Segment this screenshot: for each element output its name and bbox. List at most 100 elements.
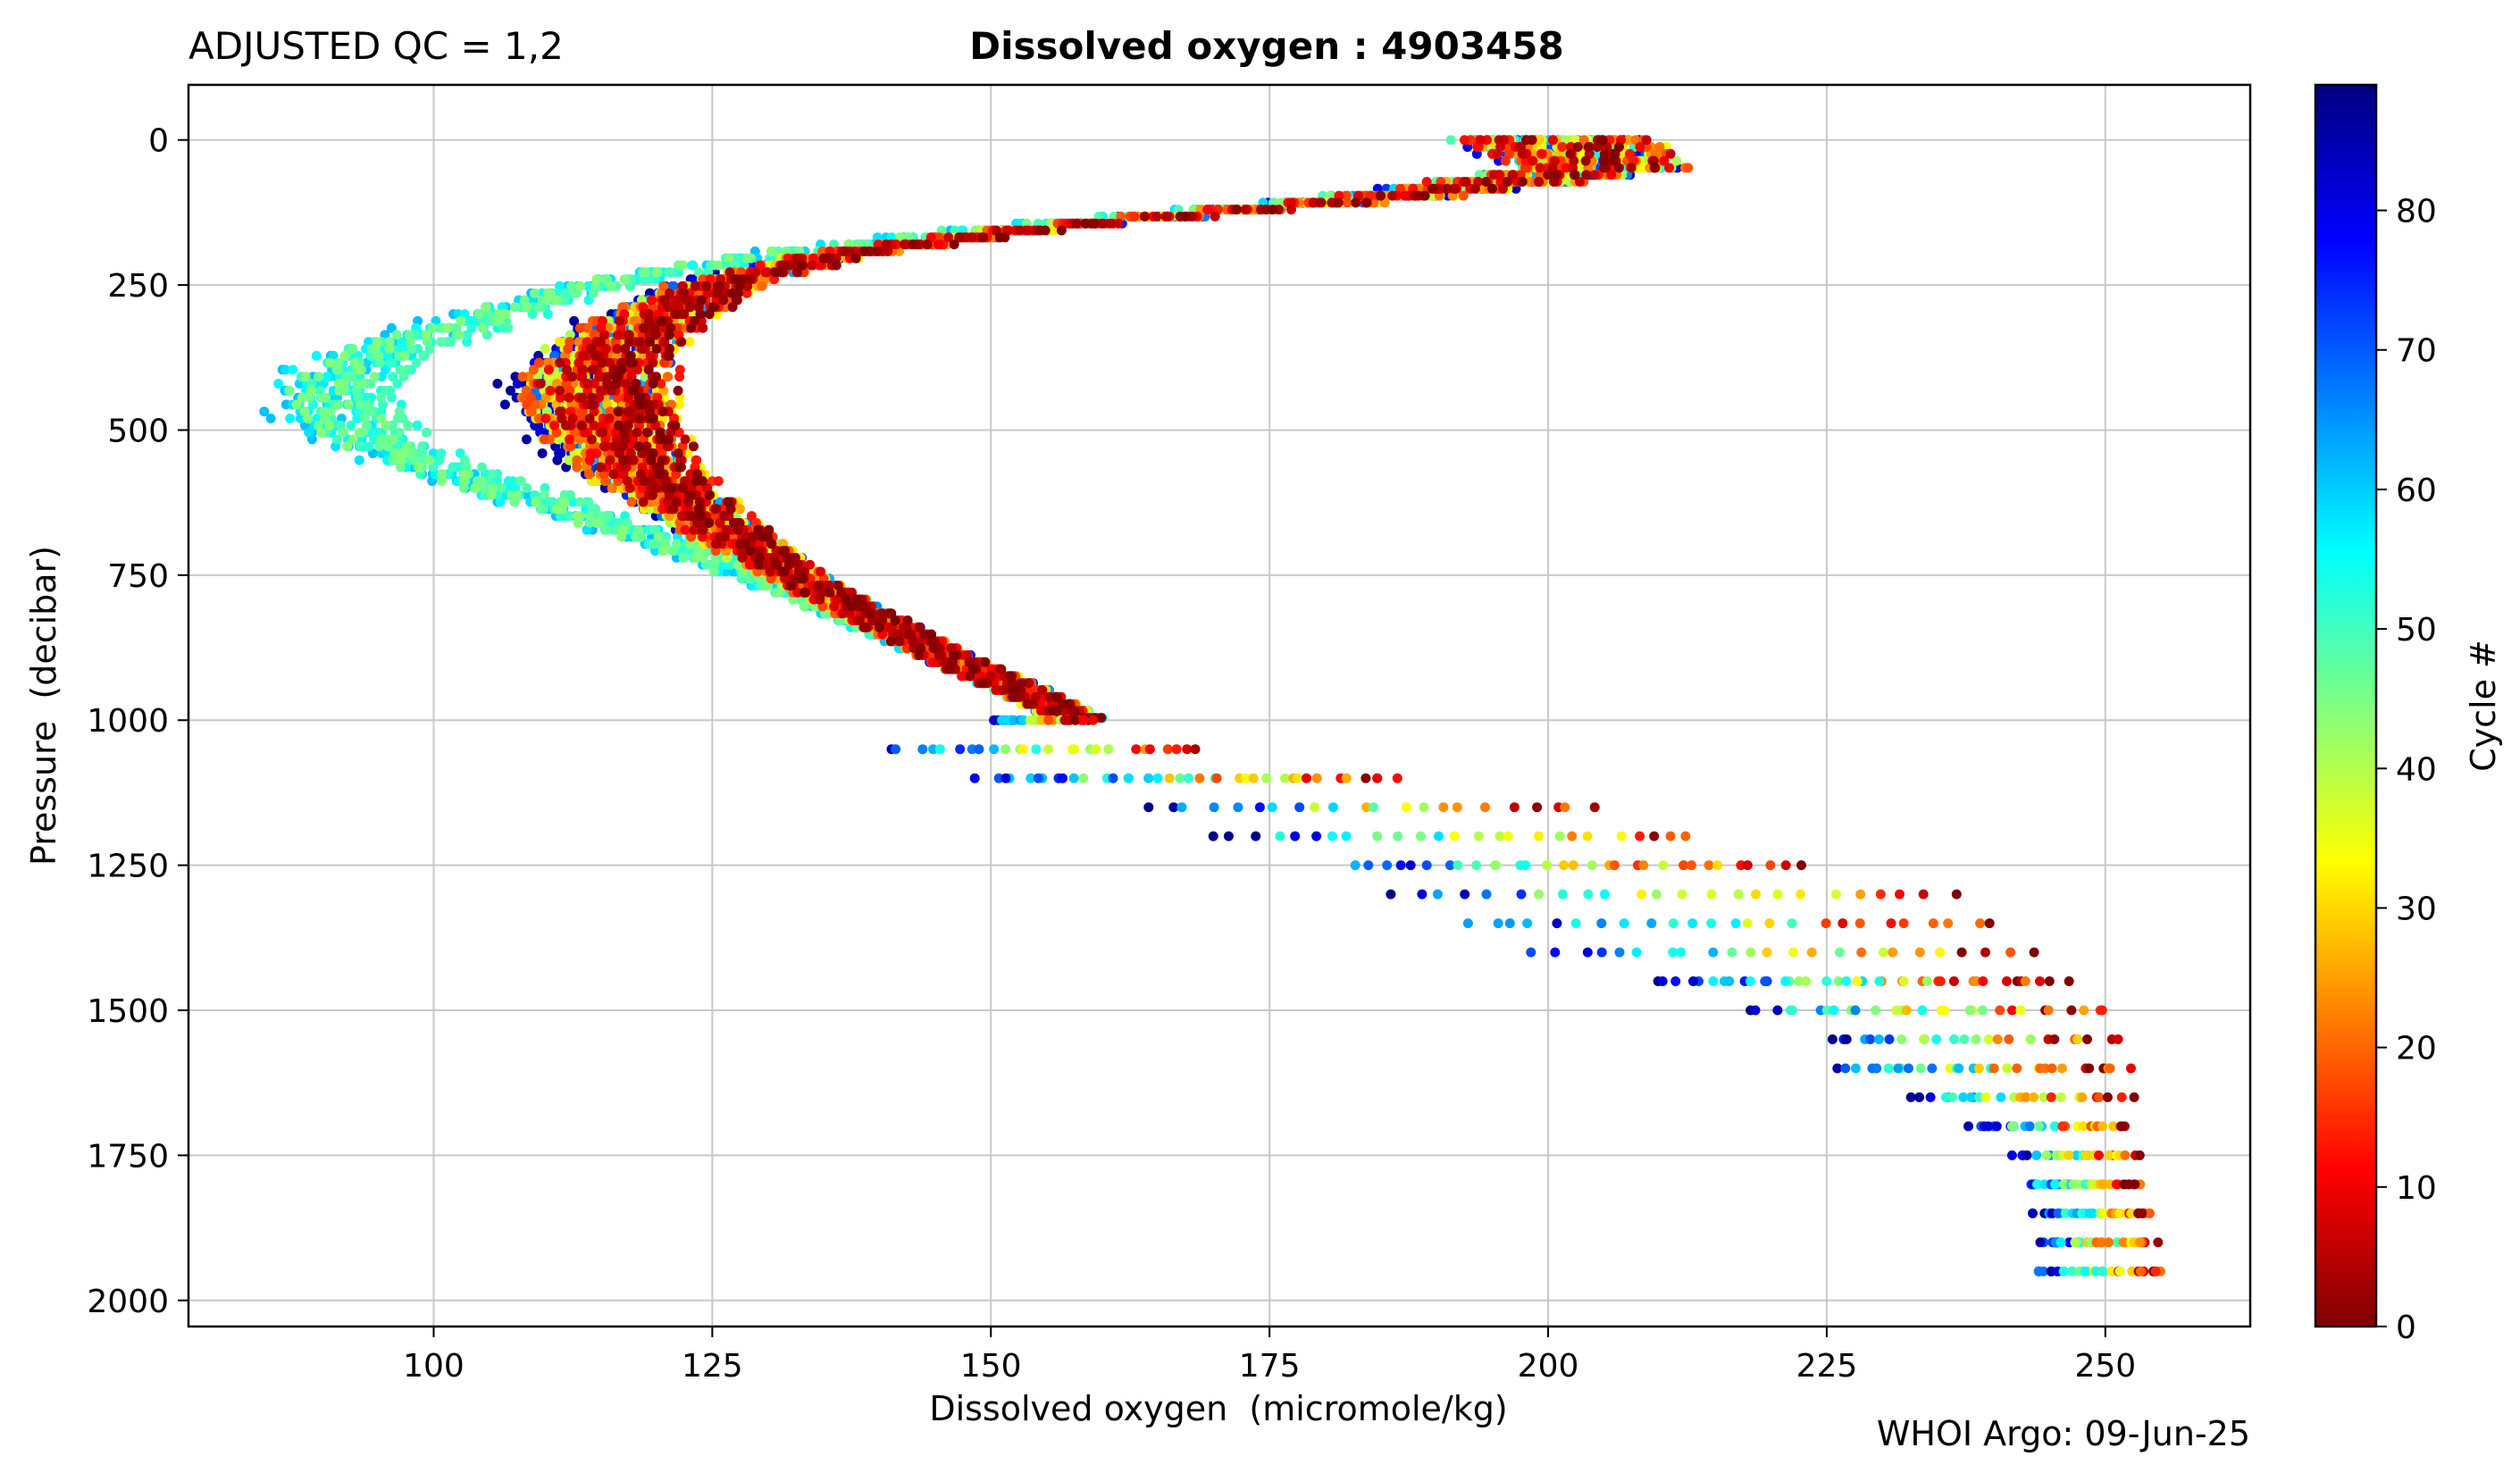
data-point xyxy=(651,267,662,278)
data-point xyxy=(530,288,540,298)
data-point xyxy=(273,379,284,389)
data-point xyxy=(311,350,322,361)
data-point xyxy=(559,490,570,500)
data-point xyxy=(714,260,724,271)
data-point xyxy=(265,414,276,423)
data-point xyxy=(354,427,364,438)
cycle-profile xyxy=(330,135,1654,724)
qc-label: ADJUSTED QC = 1,2 xyxy=(188,24,564,68)
data-point xyxy=(533,302,544,313)
data-point xyxy=(339,350,350,361)
data-point xyxy=(460,469,471,480)
data-point xyxy=(724,253,734,264)
data-point xyxy=(454,330,465,340)
data-point xyxy=(405,337,415,347)
data-point xyxy=(573,511,583,522)
data-point xyxy=(477,462,488,473)
data-point xyxy=(304,427,314,438)
data-point xyxy=(657,546,668,557)
data-point xyxy=(600,274,611,285)
data-point xyxy=(554,448,565,458)
data-point xyxy=(531,497,541,507)
data-point xyxy=(688,260,699,271)
data-point xyxy=(285,414,296,423)
data-point xyxy=(583,295,594,305)
data-point xyxy=(476,476,487,487)
data-point xyxy=(619,274,630,285)
data-point xyxy=(324,420,335,431)
data-point xyxy=(434,455,445,465)
data-point xyxy=(386,357,397,368)
data-point xyxy=(399,350,410,361)
data-point xyxy=(604,511,615,522)
data-point xyxy=(347,344,358,354)
data-point xyxy=(564,511,574,522)
data-point xyxy=(422,427,432,438)
data-point xyxy=(515,476,526,487)
data-point xyxy=(406,350,417,361)
data-point xyxy=(389,448,400,458)
data-point xyxy=(356,399,365,410)
data-point xyxy=(708,566,719,577)
data-point xyxy=(369,372,380,382)
cycle-profile xyxy=(296,135,1654,724)
cycle-profile xyxy=(589,135,1671,724)
grid-lines xyxy=(188,85,2250,1327)
data-point xyxy=(320,392,331,403)
data-point xyxy=(442,322,453,333)
data-point xyxy=(392,379,403,389)
data-point xyxy=(600,524,611,535)
data-point xyxy=(473,309,484,320)
data-point xyxy=(584,511,595,522)
data-point xyxy=(316,427,327,438)
data-point xyxy=(506,385,515,396)
data-point xyxy=(574,497,585,507)
cycle-profile xyxy=(308,135,1668,724)
data-point xyxy=(631,531,641,542)
data-point xyxy=(486,490,497,500)
data-point xyxy=(540,344,550,354)
data-point xyxy=(436,476,447,487)
data-point xyxy=(591,517,602,528)
data-point xyxy=(552,504,563,515)
data-point xyxy=(388,434,398,445)
data-point xyxy=(510,302,521,313)
data-point xyxy=(427,322,438,333)
cycle-profile xyxy=(302,135,1586,724)
cycle-profile xyxy=(320,135,1644,724)
data-point xyxy=(493,315,504,326)
data-point xyxy=(364,406,374,417)
data-point xyxy=(555,337,565,347)
data-point xyxy=(347,434,358,445)
data-point xyxy=(338,427,348,438)
data-point xyxy=(616,531,627,542)
data-point xyxy=(364,399,374,410)
data-point xyxy=(542,288,553,298)
data-point xyxy=(331,434,342,445)
data-point xyxy=(746,253,756,264)
data-point xyxy=(384,344,395,354)
data-point xyxy=(462,337,473,347)
data-point xyxy=(691,552,702,563)
data-point xyxy=(387,392,397,403)
data-point xyxy=(527,309,538,320)
data-point xyxy=(423,455,434,465)
data-point xyxy=(376,414,386,423)
data-point xyxy=(448,462,458,473)
data-point xyxy=(342,441,353,452)
data-point xyxy=(364,441,374,452)
data-point xyxy=(356,441,366,452)
data-point xyxy=(325,357,336,368)
data-point xyxy=(314,372,323,382)
data-point xyxy=(551,295,562,305)
data-point xyxy=(333,357,344,368)
data-point xyxy=(575,280,586,291)
data-point xyxy=(772,587,783,598)
data-point xyxy=(288,364,298,375)
data-point xyxy=(386,322,397,333)
data-point xyxy=(403,420,414,431)
data-point xyxy=(396,455,406,465)
data-point xyxy=(418,350,429,361)
data-point xyxy=(493,309,504,320)
data-point xyxy=(382,441,393,452)
